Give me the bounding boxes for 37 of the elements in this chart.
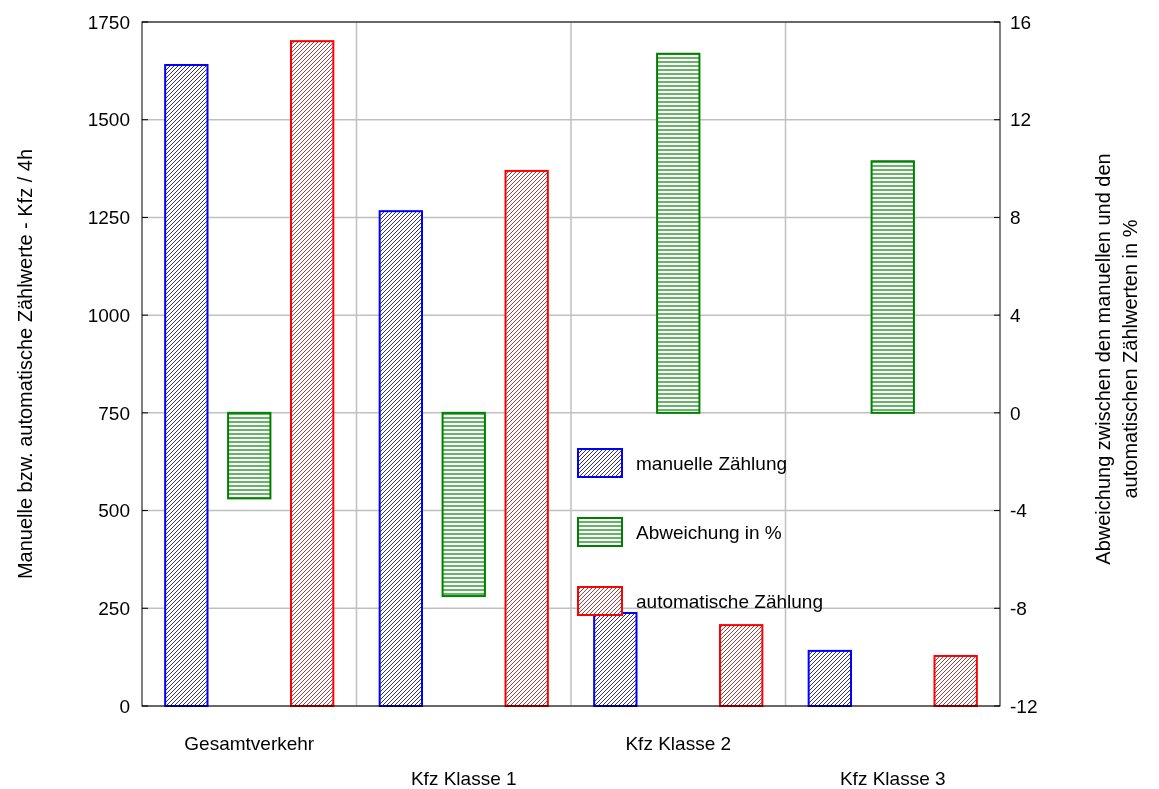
y-tick-label: 250 <box>98 597 130 619</box>
bar <box>870 160 915 414</box>
y-tick-label: 0 <box>119 695 130 717</box>
x-tick-label: Gesamtverkehr <box>184 733 315 754</box>
x-tick-label: Kfz Klasse 1 <box>410 768 517 789</box>
y-tick-label: 1750 <box>87 11 130 33</box>
bar <box>164 63 209 707</box>
legend-label: Abweichung in % <box>636 521 782 543</box>
bar <box>593 611 638 707</box>
y2-tick-label: -4 <box>1010 500 1028 522</box>
legend-label: automatische Zählung <box>636 590 823 612</box>
y-tick-label: 1000 <box>87 304 130 326</box>
y-tick-label: 1500 <box>87 109 130 131</box>
y2-tick-label: 8 <box>1010 207 1021 229</box>
x-tick-label: Kfz Klasse 3 <box>839 768 946 789</box>
y-tick-label: 500 <box>98 500 130 522</box>
y-tick-label: 1250 <box>87 207 130 229</box>
y2-tick-label: 12 <box>1010 109 1032 131</box>
bar <box>441 411 486 598</box>
bar <box>719 624 764 707</box>
y2-tick-label: 16 <box>1010 11 1032 33</box>
bar <box>504 169 549 707</box>
bar <box>933 654 978 707</box>
y2-axis-title: Abweichung zwischen den manuellen und den automatischen Zählwerten in % <box>1092 153 1141 565</box>
y2-tick-label: -12 <box>1010 695 1038 717</box>
y2-tick-label: 4 <box>1010 304 1021 326</box>
bar <box>378 210 423 707</box>
y2-tick-label: 0 <box>1010 402 1021 424</box>
x-tick-label: Kfz Klasse 2 <box>625 733 732 754</box>
y2-tick-label: -8 <box>1010 597 1027 619</box>
y-axis-title: Manuelle bzw. automatische Zählwerte - Kfz / 4h <box>14 148 36 580</box>
bar <box>656 52 701 414</box>
bar <box>227 411 272 500</box>
y-tick-label: 750 <box>98 402 130 424</box>
bar <box>807 649 852 707</box>
legend-label: manuelle Zählung <box>636 452 788 474</box>
bar <box>290 40 335 707</box>
